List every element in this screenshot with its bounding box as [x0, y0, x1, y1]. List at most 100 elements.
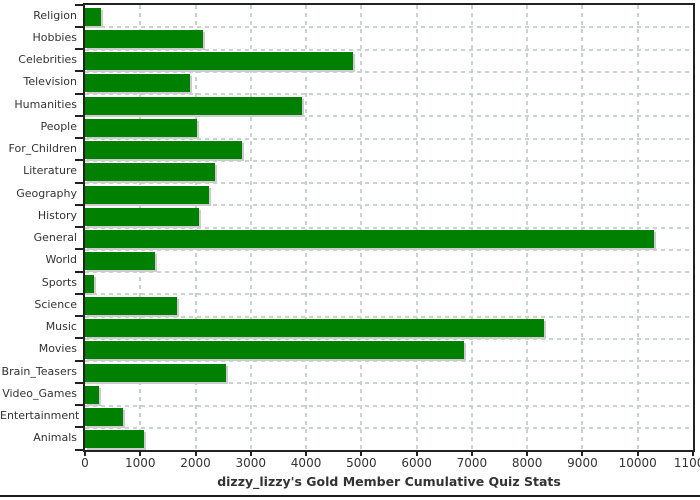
- gridline-horizontal: [85, 382, 693, 385]
- gridline-horizontal: [85, 426, 693, 429]
- y-tick-label: Religion: [33, 8, 77, 22]
- bottom-border-line: [0, 495, 700, 497]
- bar-general: [85, 230, 655, 248]
- x-tick-label: 1000: [124, 456, 156, 470]
- y-axis-tick: [75, 114, 85, 117]
- bar-religion: [85, 7, 101, 26]
- x-axis-tick: [692, 450, 694, 456]
- y-tick-label: General: [33, 231, 77, 244]
- y-axis-tick: [75, 270, 85, 273]
- y-axis-tick: [75, 359, 85, 362]
- y-axis-tick: [75, 248, 85, 251]
- bar-for_children: [85, 141, 242, 159]
- gridline-horizontal: [85, 248, 693, 251]
- y-tick-label: Sports: [41, 275, 77, 289]
- y-tick-label: Animals: [33, 431, 77, 445]
- gridline-horizontal: [85, 137, 693, 140]
- x-tick-label: 5000: [346, 456, 377, 470]
- y-axis-tick: [75, 203, 85, 206]
- x-tick-label: 8000: [511, 456, 543, 470]
- y-axis-tick: [75, 137, 85, 139]
- y-tick-label: World: [45, 253, 77, 267]
- y-axis-tick: [75, 381, 85, 384]
- x-tick-label: 9000: [567, 456, 598, 470]
- y-tick-label: Science: [34, 297, 77, 311]
- bar-animals: [85, 430, 145, 449]
- bar-literature: [85, 163, 216, 182]
- x-axis-tick: [415, 450, 418, 456]
- x-tick-label: 6000: [401, 456, 432, 470]
- y-tick-label: History: [37, 208, 77, 222]
- gridline-horizontal: [85, 315, 693, 318]
- x-axis-tick: [84, 450, 86, 456]
- gridline-horizontal: [85, 159, 693, 162]
- gridline-horizontal: [85, 204, 693, 207]
- x-axis-tick: [470, 450, 473, 456]
- y-tick-label: Geography: [16, 186, 77, 200]
- gridline-horizontal: [85, 226, 693, 229]
- x-axis-tick: [360, 450, 363, 456]
- gridline-horizontal: [85, 337, 693, 340]
- y-axis-tick: [75, 48, 85, 50]
- gridline-horizontal: [85, 93, 693, 95]
- y-tick-label: Humanities: [14, 97, 77, 111]
- x-tick-label: 2000: [180, 456, 211, 470]
- gridline-horizontal: [85, 271, 693, 273]
- x-axis-tick: [194, 450, 197, 456]
- x-tick-label: 0: [81, 456, 89, 470]
- y-tick-label: Movies: [38, 342, 77, 356]
- gridline-horizontal: [85, 70, 693, 73]
- x-axis-tick: [139, 450, 142, 456]
- y-tick-label: Entertainment: [0, 409, 80, 422]
- x-tick-label: 4000: [290, 456, 322, 470]
- bar-hobbies: [85, 29, 204, 48]
- x-tick-label: 3000: [235, 456, 267, 470]
- x-tick-label: 7000: [456, 456, 488, 470]
- y-tick-label: Hobbies: [32, 30, 77, 44]
- gridline-horizontal: [85, 404, 693, 407]
- bar-music: [85, 319, 544, 337]
- y-tick-label: People: [40, 119, 77, 133]
- x-tick-label: 11000: [673, 456, 700, 470]
- gridline-horizontal: [85, 182, 693, 184]
- y-tick-label: Literature: [23, 164, 77, 178]
- x-axis-tick: [636, 450, 639, 456]
- y-axis-tick: [75, 292, 85, 295]
- x-axis-tick: [581, 450, 584, 456]
- bar-brain_teasers: [85, 363, 227, 382]
- chart-title: dizzy_lizzy's Gold Member Cumulative Qui…: [217, 474, 561, 489]
- y-tick-label: Video_Games: [2, 386, 77, 400]
- y-axis-tick: [75, 159, 85, 162]
- y-axis-tick: [75, 226, 85, 228]
- gridline-horizontal: [85, 115, 693, 118]
- y-axis-tick: [75, 3, 85, 6]
- bar-entertainment: [85, 408, 124, 426]
- y-axis-tick: [75, 404, 85, 406]
- y-axis-tick: [75, 70, 85, 73]
- x-tick-label: 10000: [618, 456, 657, 470]
- bar-geography: [85, 185, 210, 204]
- gridline-horizontal: [85, 26, 693, 29]
- y-axis-tick: [75, 337, 85, 340]
- bar-world: [85, 252, 155, 271]
- x-axis-tick: [305, 450, 308, 456]
- bar-television: [85, 74, 191, 93]
- y-tick-label: For_Children: [8, 142, 77, 155]
- bar-people: [85, 118, 197, 137]
- gridline-horizontal: [85, 48, 693, 51]
- y-axis-tick: [75, 92, 85, 95]
- y-tick-label: Brain_Teasers: [1, 364, 77, 378]
- gridline-horizontal: [85, 293, 693, 296]
- bar-movies: [85, 341, 465, 360]
- bar-video_games: [85, 385, 99, 404]
- y-axis-tick: [75, 181, 85, 184]
- y-tick-label: Television: [23, 75, 78, 89]
- bar-humanities: [85, 96, 302, 115]
- y-axis-tick: [75, 25, 85, 28]
- y-tick-label: Music: [45, 320, 77, 333]
- plot-area: [83, 3, 695, 452]
- gridline-horizontal: [85, 360, 693, 362]
- bar-history: [85, 207, 200, 226]
- y-tick-label: Celebrities: [18, 53, 77, 66]
- y-axis-tick: [75, 426, 85, 429]
